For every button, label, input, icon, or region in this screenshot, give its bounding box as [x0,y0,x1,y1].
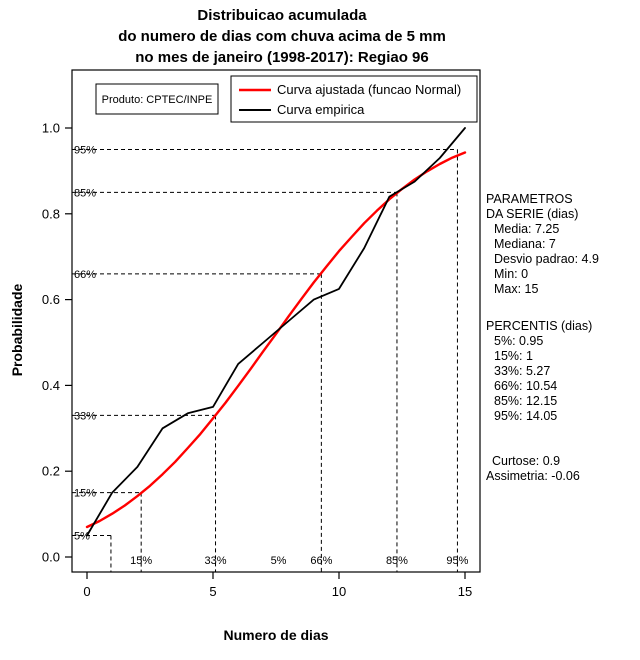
curves [85,127,467,537]
percentile-guides: 5% 15% 33% 66% 85% 95% 15% 33% 5% 66% 85% 95% [72,144,469,572]
x-tick-label: 0 [83,584,90,599]
watermark-box [95,83,219,115]
plot-border [71,69,481,573]
percentile-bottom-label: 85% [386,555,408,567]
fitted-curve [85,151,467,529]
x-tick-label: 5 [209,584,216,599]
legend-label-empirical: Curva empirica [277,102,365,117]
percentile-bottom-label: 66% [310,555,332,567]
percentile-left-label: 15% [74,488,96,500]
stats-line: 5%: 0.95 [494,334,544,348]
stats-line: PERCENTIS (dias) [486,319,593,333]
x-tick-label: 15 [458,584,472,599]
percentile-bottom-label: 33% [205,555,227,567]
stats-line: DA SERIE (dias) [486,207,579,221]
stats-line: Curtose: 0.9 [492,454,561,468]
stats-line: 33%: 5.27 [494,364,551,378]
percentile-bottom-label: 15% [130,555,152,567]
stats-line: 66%: 10.54 [494,379,558,393]
chart-title-line3: no mes de janeiro (1998-2017): Regiao 96 [135,49,428,66]
percentile-left-label: 33% [74,410,96,422]
axes: 0.0 0.2 0.4 0.6 0.8 1.0 0 5 10 15 [42,121,472,600]
chart-title-line2: do numero de dias com chuva acima de 5 m… [118,28,446,45]
x-axis-label: Numero de dias [223,627,328,643]
y-tick-label: 1.0 [42,121,60,136]
stats-panel: PARAMETROS DA SERIE (dias) Media: 7.25 Medi… [486,192,638,484]
percentile-bottom-label: 5% [271,555,287,567]
percentile-bottom-label: 95% [446,555,468,567]
watermark-text: Produto: CPTEC/INPE [102,94,213,106]
stats-line: 95%: 14.05 [494,409,558,423]
y-axis-label: Probabilidade [9,284,25,377]
y-tick-label: 0.8 [42,206,60,221]
stats-line: 85%: 12.15 [494,394,558,408]
legend-box [230,75,478,123]
stats-line: Min: 0 [494,267,529,281]
stats-line: Max: 15 [494,282,539,296]
stats-line: Assimetria: -0.06 [486,469,580,483]
percentile-left-label: 85% [74,187,96,199]
stats-line: 15%: 1 [494,349,533,363]
stats-line: PARAMETROS [486,192,573,206]
percentile-left-label: 5% [74,531,90,543]
y-tick-label: 0.6 [42,292,60,307]
legend-label-fitted: Curva ajustada (funcao Normal) [277,82,461,97]
stats-line: Media: 7.25 [494,222,560,236]
stats-line: Mediana: 7 [494,237,556,251]
chart-title-line1: Distribuicao acumulada [197,7,367,24]
percentile-left-label: 95% [74,144,96,156]
legend: Curva ajustada (funcao Normal) Curva emp… [95,75,478,123]
stats-line: Desvio padrao: 4.9 [494,252,599,266]
percentile-left-label: 66% [74,269,96,281]
empirical-curve [86,127,466,537]
x-tick-label: 10 [332,584,346,599]
y-tick-label: 0.2 [42,464,60,479]
y-tick-label: 0.0 [42,550,60,565]
y-tick-label: 0.4 [42,378,60,393]
